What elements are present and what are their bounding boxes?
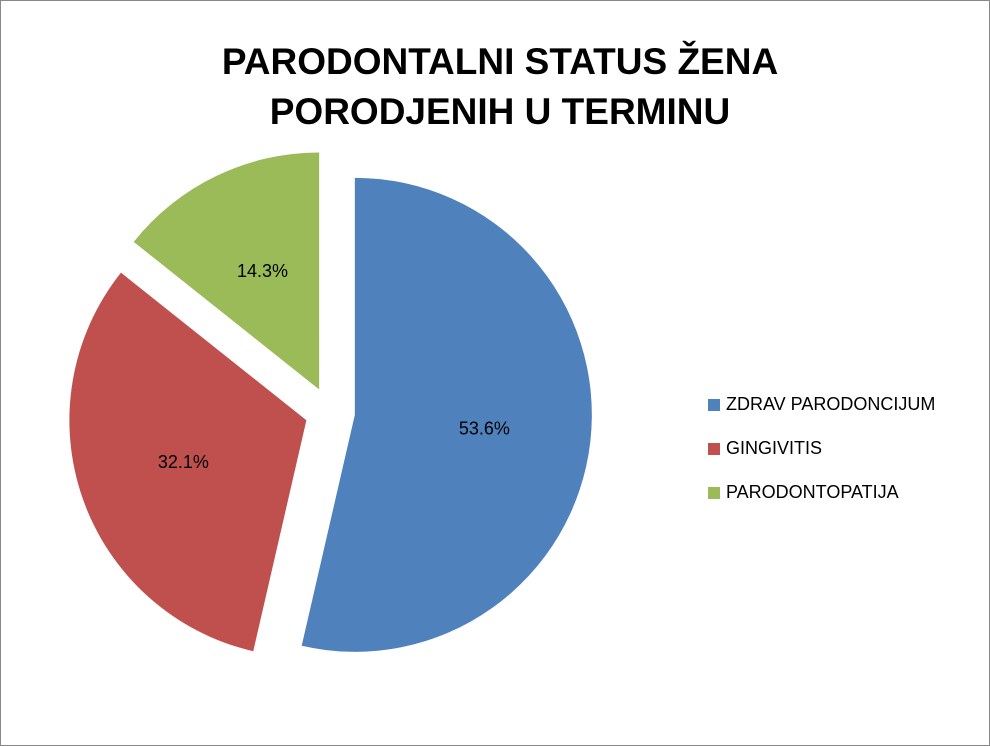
legend-swatch — [708, 399, 720, 411]
pie-slice — [133, 152, 320, 390]
chart-title: PARODONTALNI STATUS ŽENA — [222, 40, 778, 82]
pie-slice — [69, 272, 307, 652]
legend-label: PARODONTOPATIJA — [726, 482, 899, 502]
chart-title: PORODJENIH U TERMINU — [270, 91, 730, 132]
legend-swatch — [708, 443, 720, 455]
pie-slice — [301, 177, 592, 652]
data-label: 32.1% — [158, 452, 209, 472]
legend-swatch — [708, 487, 720, 499]
data-label: 14.3% — [237, 261, 288, 281]
data-label: 53.6% — [459, 418, 510, 438]
legend-label: ZDRAV PARODONCIJUM — [726, 394, 935, 414]
legend-label: GINGIVITIS — [726, 438, 822, 458]
